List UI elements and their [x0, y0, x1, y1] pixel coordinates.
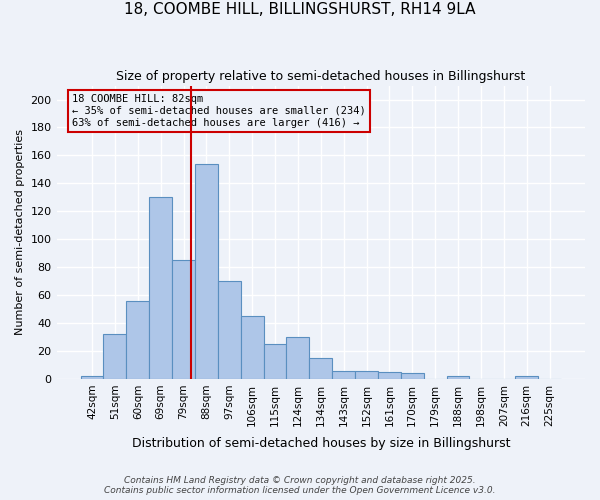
Bar	[332, 370, 355, 379]
Bar	[263, 344, 286, 379]
Bar	[241, 316, 263, 379]
Bar	[172, 260, 195, 379]
Title: Size of property relative to semi-detached houses in Billingshurst: Size of property relative to semi-detach…	[116, 70, 526, 83]
Bar	[149, 198, 172, 379]
Bar	[310, 358, 332, 379]
Bar	[355, 370, 378, 379]
Bar	[127, 300, 149, 379]
Bar	[80, 376, 103, 379]
Y-axis label: Number of semi-detached properties: Number of semi-detached properties	[15, 129, 25, 335]
Bar	[218, 281, 241, 379]
Text: 18, COOMBE HILL, BILLINGSHURST, RH14 9LA: 18, COOMBE HILL, BILLINGSHURST, RH14 9LA	[124, 2, 476, 18]
Text: 18 COOMBE HILL: 82sqm
← 35% of semi-detached houses are smaller (234)
63% of sem: 18 COOMBE HILL: 82sqm ← 35% of semi-deta…	[73, 94, 366, 128]
Bar	[446, 376, 469, 379]
Bar	[401, 374, 424, 379]
Bar	[515, 376, 538, 379]
Bar	[103, 334, 127, 379]
Text: Contains HM Land Registry data © Crown copyright and database right 2025.
Contai: Contains HM Land Registry data © Crown c…	[104, 476, 496, 495]
Bar	[195, 164, 218, 379]
Bar	[378, 372, 401, 379]
X-axis label: Distribution of semi-detached houses by size in Billingshurst: Distribution of semi-detached houses by …	[131, 437, 510, 450]
Bar	[286, 337, 310, 379]
